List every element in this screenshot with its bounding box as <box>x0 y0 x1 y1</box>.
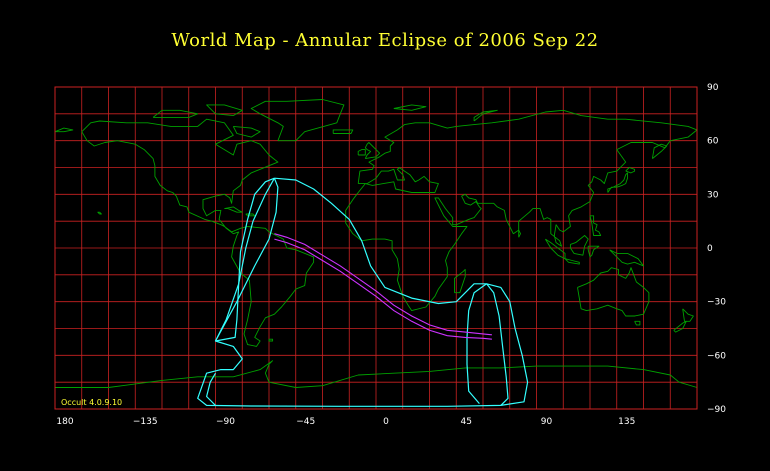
annular-path-north-limit <box>274 233 492 336</box>
map-frame <box>54 86 698 410</box>
coastline <box>673 320 687 333</box>
latitude-tick-label: 30 <box>707 190 719 200</box>
longitude-tick-label: 45 <box>461 417 472 427</box>
coastline <box>206 104 243 117</box>
coastline <box>569 235 589 256</box>
coastline <box>564 258 580 265</box>
longitude-tick-label: 90 <box>541 417 553 427</box>
latitude-tick-label: 0 <box>707 244 713 254</box>
longitude-tick-label: 180 <box>56 417 73 427</box>
annular-path-south-limit <box>274 238 492 340</box>
latitude-tick-labels: 90 60 30 0 −30 −60 −90 <box>707 83 726 415</box>
coastline <box>607 172 628 193</box>
coastline <box>587 245 600 258</box>
grid-lines <box>55 87 697 409</box>
coastline <box>609 249 644 267</box>
coastlines <box>54 99 698 388</box>
map-title: World Map - Annular Eclipse of 2006 Sep … <box>171 30 599 51</box>
coastline <box>357 149 366 156</box>
latitude-tick-label: 90 <box>707 83 719 93</box>
longitude-tick-label: −45 <box>296 417 315 427</box>
latitude-tick-label: 60 <box>707 137 719 147</box>
latitude-tick-label: −30 <box>707 298 726 308</box>
coastline <box>345 109 698 312</box>
coastline <box>682 308 694 322</box>
penumbra-limit-line <box>214 177 275 342</box>
coastline <box>634 320 641 326</box>
coastline <box>54 127 74 133</box>
coastline <box>332 129 354 134</box>
penumbra-limit-line <box>486 283 509 406</box>
latitude-tick-label: −60 <box>707 351 726 361</box>
coastline <box>589 215 602 236</box>
longitude-tick-labels: 180 −135 −90 −45 0 45 90 135 <box>56 417 635 427</box>
coastline <box>55 360 698 388</box>
eclipse-paths <box>197 177 529 407</box>
coastline <box>268 338 274 342</box>
longitude-tick-label: 135 <box>618 417 635 427</box>
coastline <box>625 167 636 174</box>
longitude-tick-label: 0 <box>383 417 389 427</box>
penumbra-limit-line <box>214 177 279 342</box>
coastline <box>577 267 650 317</box>
coastline <box>245 213 256 217</box>
coastline <box>518 229 521 238</box>
longitude-tick-label: −135 <box>133 417 158 427</box>
coastline <box>250 99 345 142</box>
longitude-tick-label: −90 <box>216 417 235 427</box>
software-version-label: Occult 4.0.9.10 <box>61 398 123 407</box>
coastline <box>651 143 668 159</box>
coastline <box>473 109 498 122</box>
coastline <box>232 125 261 138</box>
penumbra-limit-line <box>206 372 217 406</box>
coastline <box>393 104 427 111</box>
coastline <box>545 238 566 260</box>
coastline <box>81 118 315 347</box>
coastline <box>224 206 243 213</box>
coastline <box>97 211 102 215</box>
latitude-tick-label: −90 <box>707 405 726 415</box>
coastline <box>454 269 466 294</box>
coastline <box>364 142 381 160</box>
coastline <box>152 109 199 118</box>
